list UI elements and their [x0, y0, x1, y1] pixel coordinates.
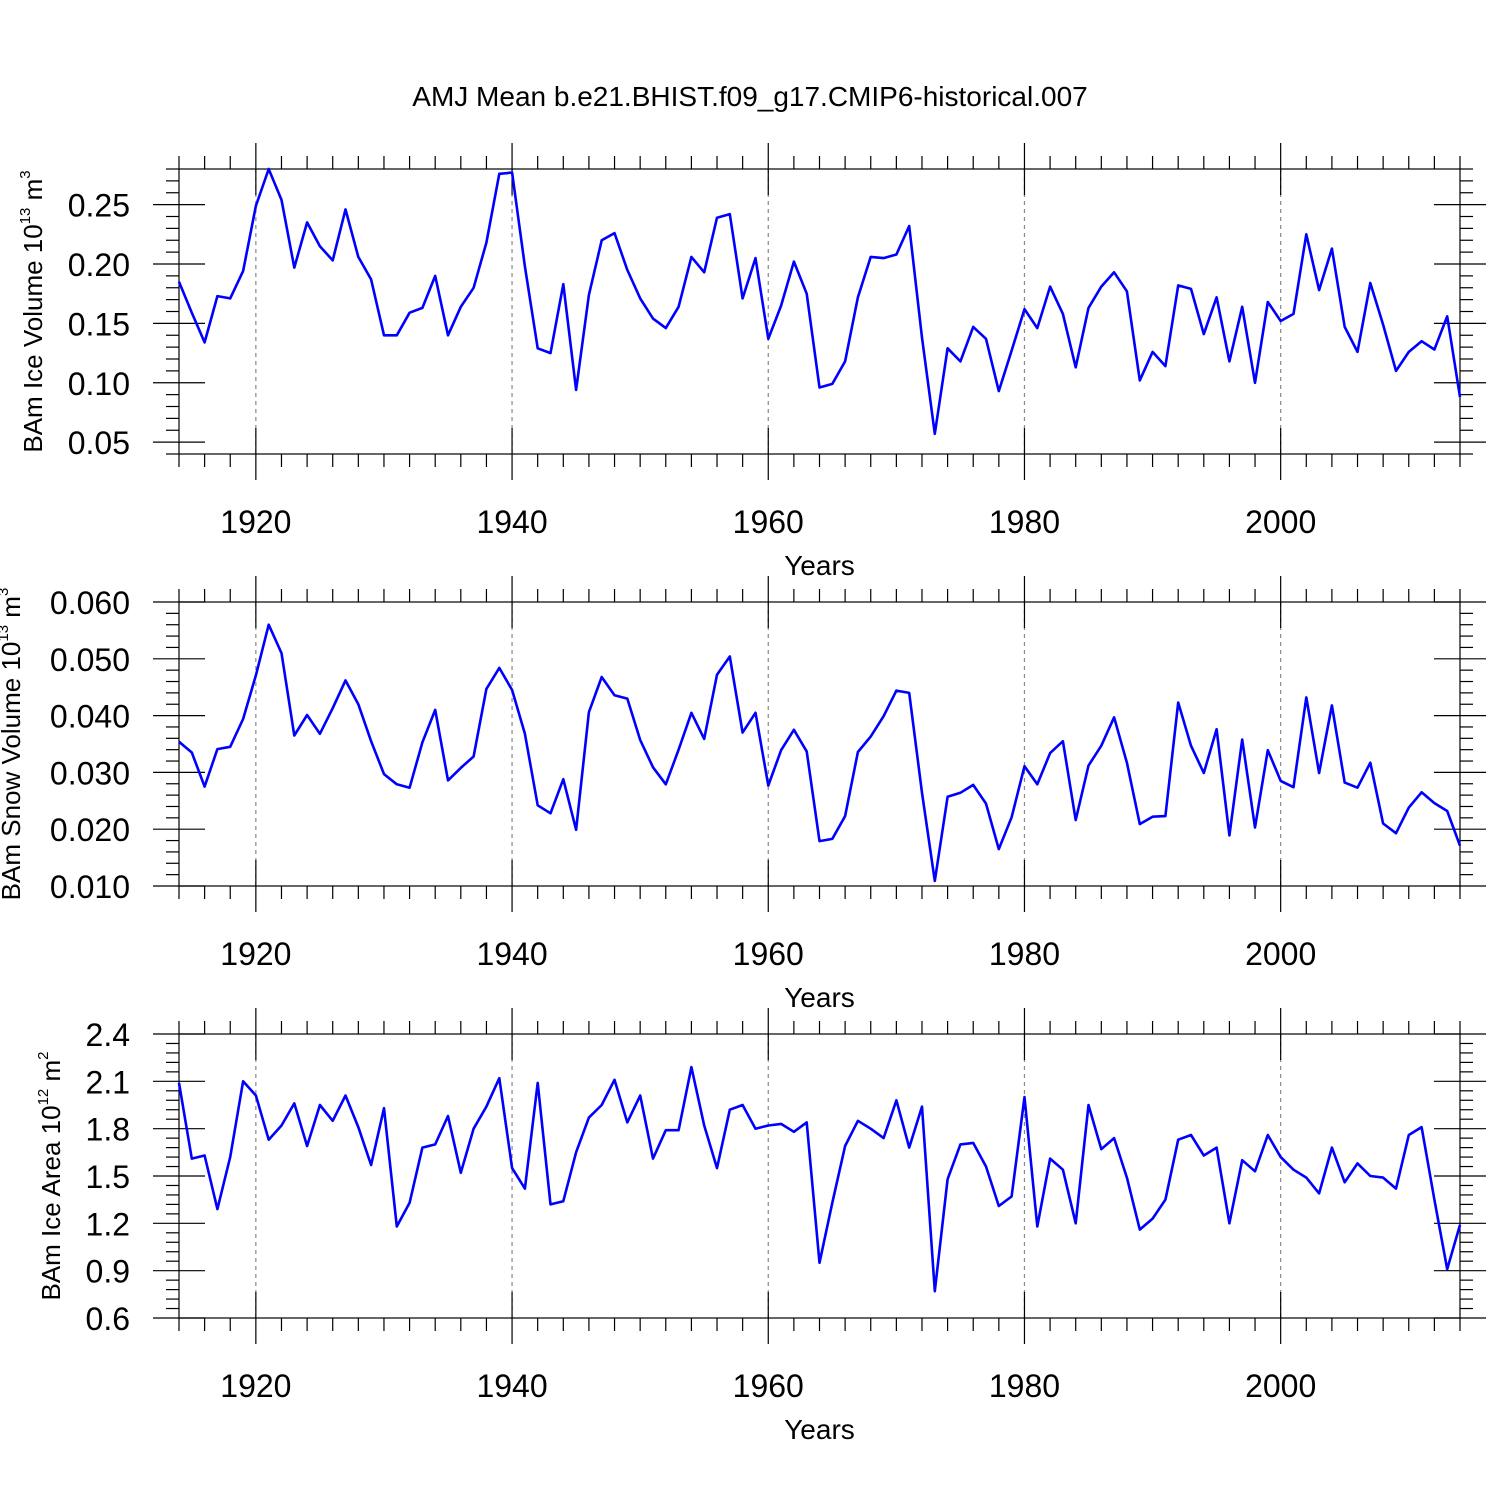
y-axis-title-part: m	[36, 1060, 66, 1089]
y-tick-label: 0.050	[50, 642, 130, 678]
y-tick-label: 0.6	[86, 1301, 130, 1337]
y-tick-label: 0.15	[68, 306, 130, 342]
y-axis-title-part: BAm Ice Volume 10	[18, 224, 48, 452]
y-axis-title-part: m	[0, 596, 26, 625]
y-tick-label: 1.8	[86, 1112, 130, 1148]
x-axis-title: Years	[784, 550, 855, 581]
x-tick-label: 2000	[1245, 504, 1316, 540]
y-axis-title: BAm Snow Volume 1013 m3	[0, 588, 26, 901]
x-tick-label: 1980	[989, 1368, 1060, 1404]
y-tick-label: 1.5	[86, 1159, 130, 1195]
y-axis-title-superscript: 3	[0, 588, 12, 596]
y-axis-title-superscript: 2	[35, 1051, 52, 1059]
y-tick-label: 0.030	[50, 755, 130, 791]
x-tick-label: 1960	[733, 1368, 804, 1404]
x-tick-label: 1920	[220, 1368, 291, 1404]
y-tick-label: 0.010	[50, 869, 130, 905]
y-tick-label: 2.1	[86, 1064, 130, 1100]
x-tick-label: 1980	[989, 504, 1060, 540]
y-tick-label: 0.25	[68, 188, 130, 224]
y-axis-title-superscript: 3	[17, 170, 34, 178]
x-tick-label: 1940	[476, 504, 547, 540]
x-tick-label: 1940	[476, 1368, 547, 1404]
plot-frame	[178, 1033, 1461, 1319]
x-tick-label: 1920	[220, 936, 291, 972]
x-tick-label: 2000	[1245, 936, 1316, 972]
x-tick-label: 1960	[733, 936, 804, 972]
y-tick-label: 1.2	[86, 1206, 130, 1242]
y-axis-title-superscript: 12	[35, 1089, 52, 1106]
y-tick-label: 0.20	[68, 247, 130, 283]
y-axis-title-superscript: 13	[17, 208, 34, 225]
x-axis-title: Years	[784, 982, 855, 1013]
y-tick-label: 0.040	[50, 699, 130, 735]
y-tick-label: 2.4	[86, 1017, 130, 1053]
plot-frame	[178, 168, 1461, 455]
y-axis-title-part: BAm Ice Area 10	[36, 1105, 66, 1300]
series-line	[177, 1065, 1462, 1293]
y-tick-label: 0.060	[50, 585, 130, 621]
series-line	[177, 167, 1462, 436]
y-axis-title: BAm Ice Area 1012 m2	[35, 1051, 66, 1300]
x-tick-label: 1940	[476, 936, 547, 972]
y-tick-label: 0.020	[50, 812, 130, 848]
x-tick-label: 2000	[1245, 1368, 1316, 1404]
panel-2: 1920 1940 1960 1980 2000 Years 0.010 0.020 0.030…	[0, 576, 1486, 1013]
y-tick-label: 0.05	[68, 425, 130, 461]
panel-3: 1920 1940 1960 1980 2000 Years 0.6 0.9 1.2 1.5 1.8…	[35, 1008, 1486, 1445]
y-tick-label: 0.9	[86, 1254, 130, 1290]
y-tick-label: 0.10	[68, 366, 130, 402]
panel-1: 1920 1940 1960 1980 2000 Years 0.05 0.10 0.15 0.2…	[17, 143, 1486, 581]
chart-title: AMJ Mean b.e21.BHIST.f09_g17.CMIP6-histo…	[412, 81, 1087, 112]
y-axis-title-part: m	[18, 179, 48, 208]
x-tick-label: 1920	[220, 504, 291, 540]
y-axis-title-superscript: 13	[0, 625, 12, 642]
y-axis-title: BAm Ice Volume 1013 m3	[17, 170, 48, 452]
series-line	[178, 623, 1462, 883]
y-axis-title-part: BAm Snow Volume 10	[0, 642, 26, 901]
x-tick-label: 1960	[733, 504, 804, 540]
x-axis-title: Years	[784, 1414, 855, 1445]
x-tick-label: 1980	[989, 936, 1060, 972]
